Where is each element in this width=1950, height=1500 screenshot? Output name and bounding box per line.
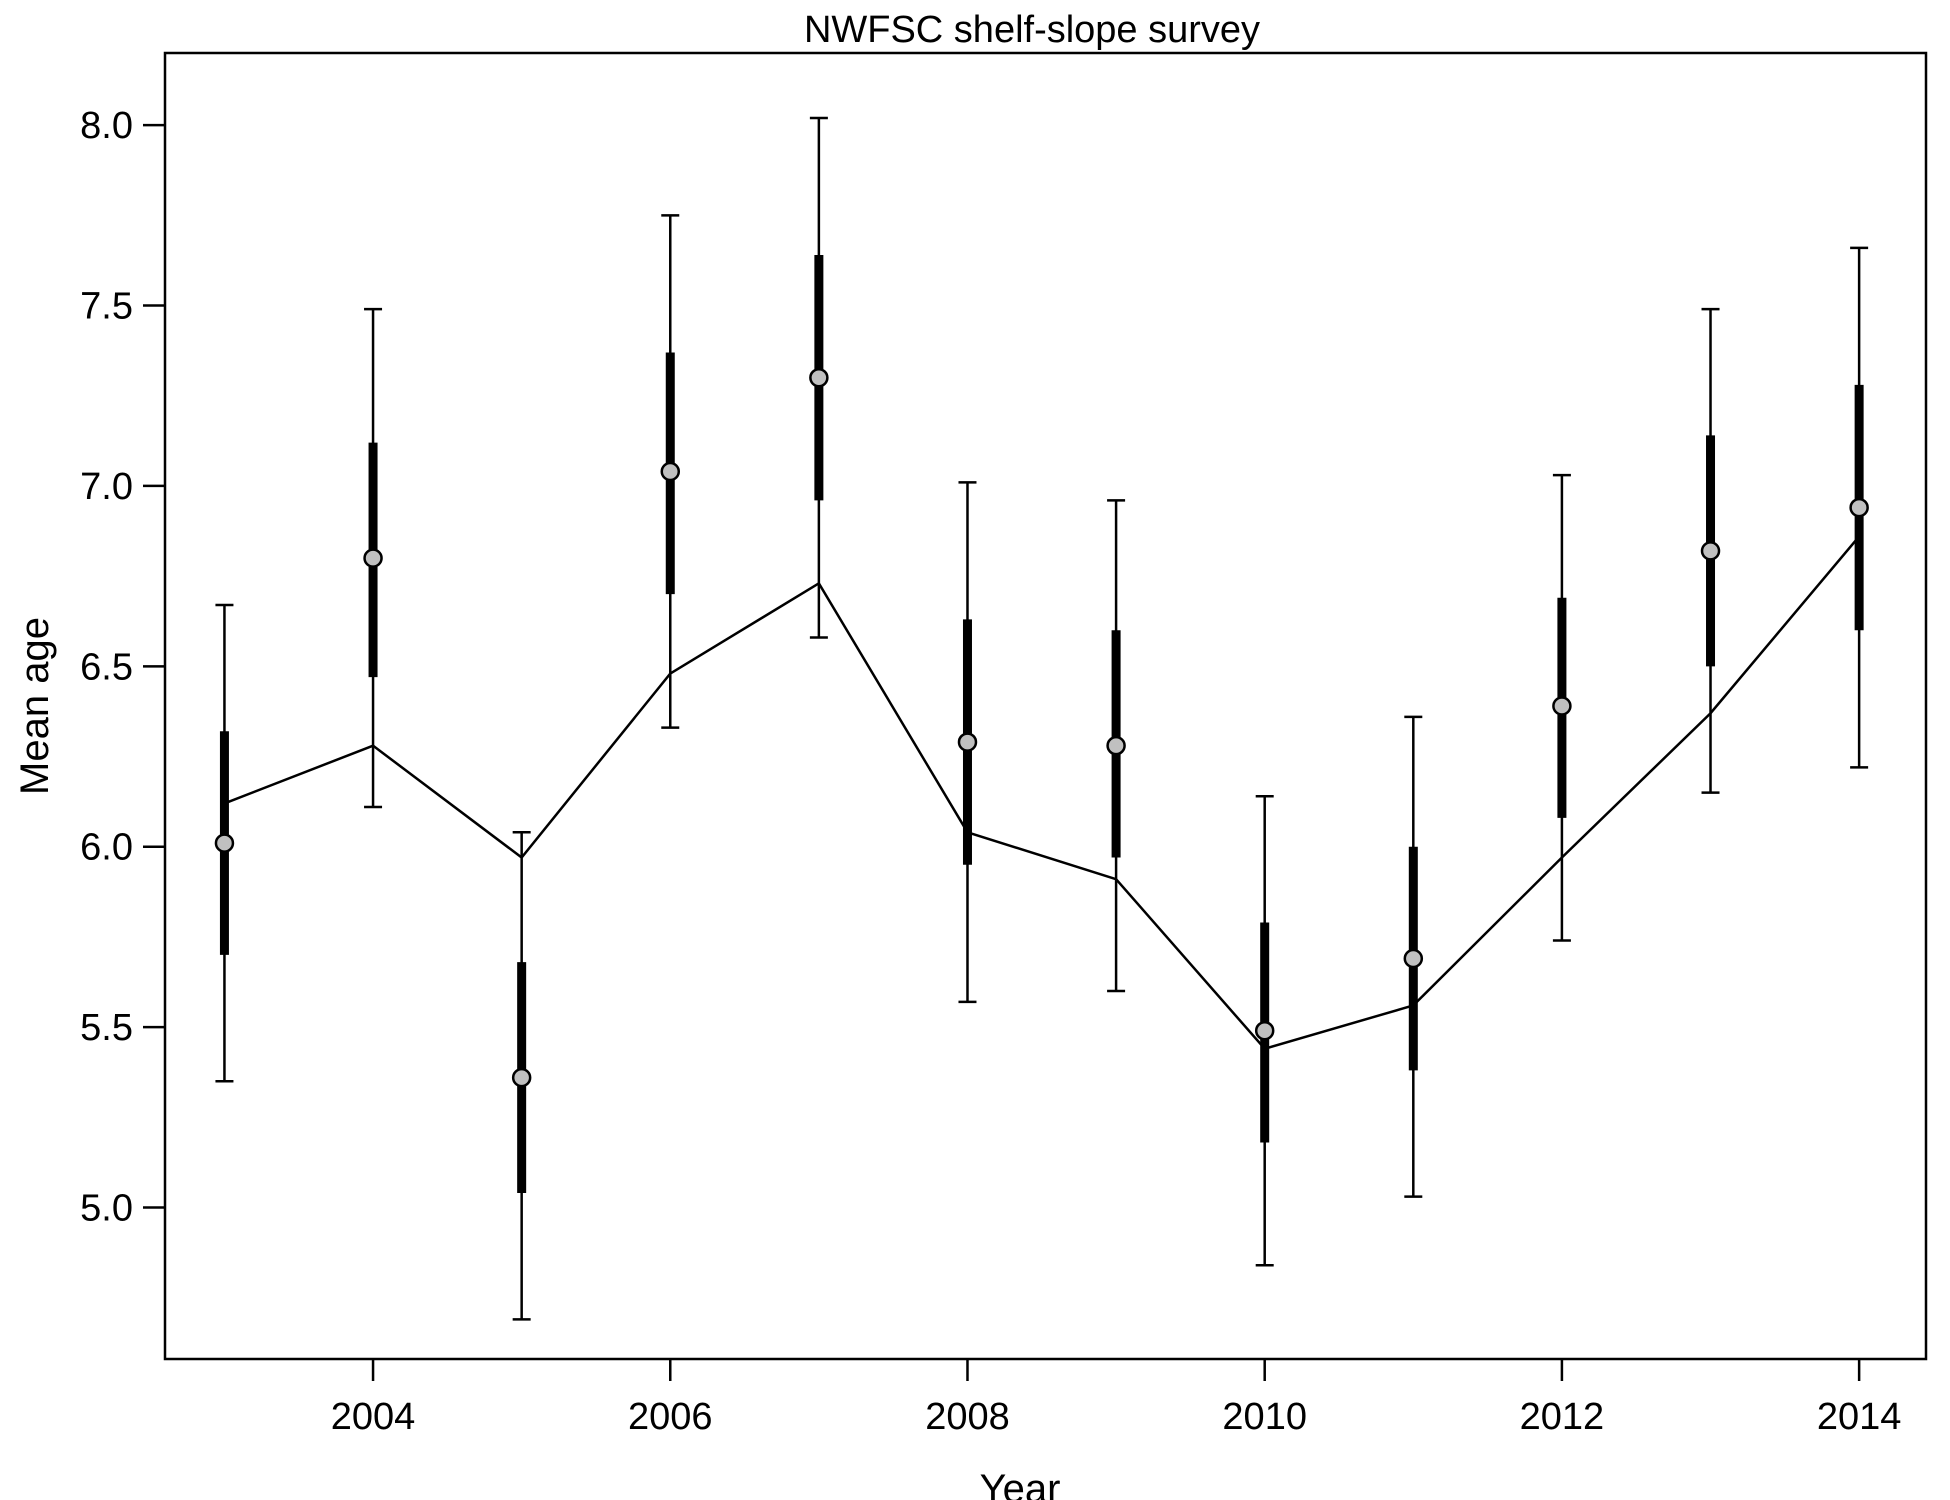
x-tick-label: 2012 (1520, 1396, 1605, 1438)
y-tick-label: 7.5 (80, 286, 133, 328)
x-axis-label: Year (980, 1467, 1061, 1500)
observed-point (1849, 497, 1869, 518)
y-tick-label: 6.0 (80, 827, 133, 869)
x-tick-label: 2010 (1222, 1396, 1307, 1438)
error-bars (215, 116, 1869, 1321)
observed-point (511, 1067, 532, 1088)
observed-point (1700, 541, 1721, 561)
y-tick-label: 5.0 (80, 1187, 133, 1229)
x-tick-label: 2004 (331, 1396, 416, 1438)
observed-point (1403, 948, 1424, 969)
chart-title: NWFSC shelf-slope survey (804, 9, 1260, 51)
y-tick-label: 6.5 (80, 646, 133, 688)
y-axis-label: Mean age (13, 617, 57, 795)
x-tick-label: 2014 (1817, 1396, 1902, 1438)
observed-point (214, 833, 235, 853)
observed-point (660, 461, 681, 482)
observed-point (1106, 735, 1126, 756)
x-tick-label: 2008 (925, 1396, 1010, 1438)
observed-point (957, 732, 978, 752)
expected-series-line (223, 535, 1861, 1051)
plot-area-frame (163, 51, 1928, 1361)
observed-point (809, 367, 829, 388)
y-tick-label: 8.0 (80, 105, 133, 147)
observed-point (1254, 1020, 1275, 1041)
y-tick-label: 7.0 (80, 466, 133, 508)
expected-line (223, 535, 1861, 1051)
y-tick-label: 5.5 (80, 1007, 133, 1049)
observed-point (1552, 696, 1572, 716)
x-tick-label: 2006 (628, 1396, 713, 1438)
observed-points (214, 367, 1869, 1088)
observed-point (363, 548, 383, 568)
y-axis: 5.0 5.5 6.0 6.5 7.0 7.5 8.0 (80, 105, 165, 1229)
x-axis: 2004 2006 2008 2010 2012 2014 (331, 1359, 1902, 1438)
